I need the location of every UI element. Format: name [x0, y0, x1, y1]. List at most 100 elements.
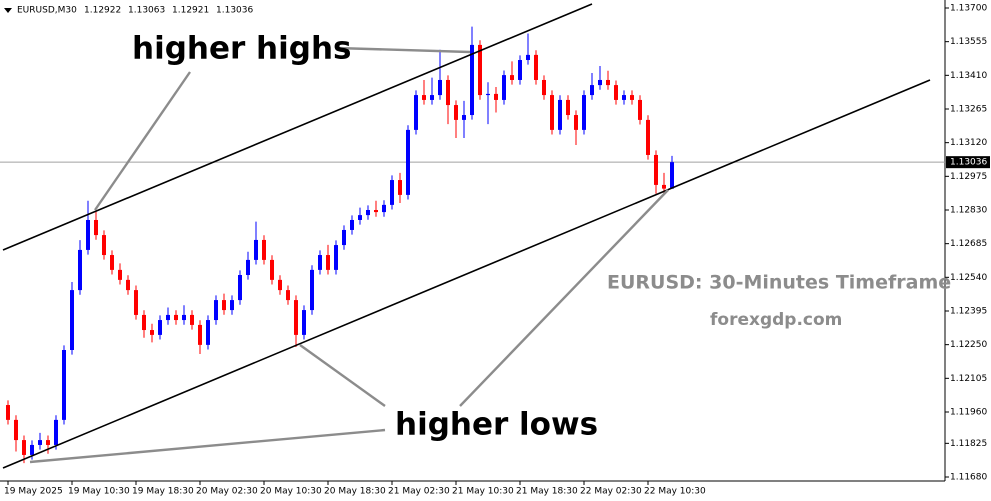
candle-body	[638, 99, 642, 120]
pointer-lines	[29, 46, 669, 464]
y-tick-label: 1.13410	[950, 71, 987, 81]
candle-body	[22, 440, 26, 455]
last-price-box	[946, 156, 990, 169]
menu-triangle	[4, 8, 12, 13]
candle-body	[574, 115, 578, 130]
candle-body	[182, 314, 186, 321]
candle-body	[582, 95, 586, 130]
upper-channel-line	[2, 3, 593, 251]
candle-body	[422, 95, 426, 100]
candle-body	[38, 440, 42, 445]
candle-body	[510, 75, 514, 80]
candle-body	[286, 290, 290, 301]
candle-body	[318, 255, 322, 270]
watermark: forexgdp.com	[710, 310, 842, 330]
candle-body	[166, 314, 170, 321]
candle-body	[670, 162, 674, 189]
candle-body	[206, 320, 210, 345]
candle-body	[302, 310, 306, 335]
pointer-line	[299, 344, 386, 407]
x-tick-label: 22 May 10:30	[644, 487, 706, 497]
candle-body	[470, 44, 474, 116]
candle-body	[262, 239, 266, 260]
candle-body	[230, 300, 234, 311]
candle-body	[486, 93, 490, 96]
x-tick-label: 20 May 10:30	[260, 487, 322, 497]
candle-body	[478, 44, 482, 96]
lower-channel-line	[2, 79, 931, 469]
header-value: 1.12921	[172, 6, 209, 16]
candle-body	[526, 54, 530, 61]
candle-body	[374, 209, 378, 213]
candle-body	[558, 99, 562, 130]
candle-body	[214, 300, 218, 321]
candle-body	[174, 314, 178, 321]
candle-body	[134, 290, 138, 315]
y-tick-label: 1.12685	[950, 239, 987, 249]
header-value: 1.12922	[84, 6, 121, 16]
candle-body	[350, 219, 354, 230]
y-tick-label: 1.12830	[950, 205, 987, 215]
candle-body	[622, 95, 626, 100]
candles	[6, 26, 674, 464]
candle-body	[46, 440, 50, 445]
x-tick-label: 19 May 2025	[4, 487, 63, 497]
x-tick-label: 19 May 18:30	[132, 487, 194, 497]
candle-body	[246, 259, 250, 276]
candle-body	[614, 85, 618, 100]
x-tick-label: 22 May 02:30	[580, 487, 642, 497]
x-tick-label: 19 May 10:30	[68, 487, 130, 497]
candle-body	[342, 229, 346, 246]
candle-body	[654, 154, 658, 185]
candle-body	[454, 105, 458, 120]
candle-body	[54, 419, 58, 445]
y-tick-label: 1.13120	[950, 138, 987, 148]
candle-body	[382, 204, 386, 213]
candle-body	[390, 180, 394, 205]
candle-body	[646, 119, 650, 155]
symbol: EURUSD,M30	[17, 6, 77, 16]
candle-body	[294, 300, 298, 335]
candle-body	[110, 255, 114, 270]
candle-body	[662, 184, 666, 189]
pointer-line	[29, 428, 386, 464]
y-tick-label: 1.11960	[950, 407, 987, 417]
candle-body	[310, 269, 314, 311]
candle-body	[406, 129, 410, 195]
annotation: higher lows	[395, 407, 598, 443]
candle-body	[86, 219, 90, 250]
annotation: higher highs	[132, 31, 351, 67]
pointer-line	[94, 71, 191, 211]
candle-body	[590, 85, 594, 96]
candle-body	[126, 279, 130, 291]
candle-body	[334, 245, 338, 270]
y-tick-label: 1.11680	[950, 473, 987, 483]
candle-body	[102, 235, 106, 256]
candle-body	[502, 75, 506, 100]
candle-body	[414, 95, 418, 130]
y-tick-label: 1.12105	[950, 374, 987, 384]
candle-body	[430, 95, 434, 100]
candle-body	[78, 249, 82, 291]
candle-body	[278, 279, 282, 291]
candle-body	[142, 314, 146, 331]
y-tick-label: 1.13555	[950, 37, 987, 47]
pointer-line	[459, 189, 669, 407]
candle-body	[550, 95, 554, 130]
candle-body	[198, 324, 202, 345]
subtitle: EURUSD: 30-Minutes Timeframe	[607, 272, 951, 294]
candle-body	[438, 79, 442, 96]
candle-body	[606, 79, 610, 86]
candle-body	[462, 115, 466, 120]
x-tick-label: 20 May 18:30	[324, 487, 386, 497]
candle-body	[14, 419, 18, 441]
candle-body	[598, 79, 602, 86]
candle-body	[158, 320, 162, 335]
candle-body	[30, 444, 34, 455]
candle-body	[222, 300, 226, 311]
candle-body	[366, 209, 370, 216]
candle-body	[494, 93, 498, 100]
x-tick-label: 21 May 18:30	[516, 487, 578, 497]
y-tick-label: 1.12975	[950, 172, 987, 182]
